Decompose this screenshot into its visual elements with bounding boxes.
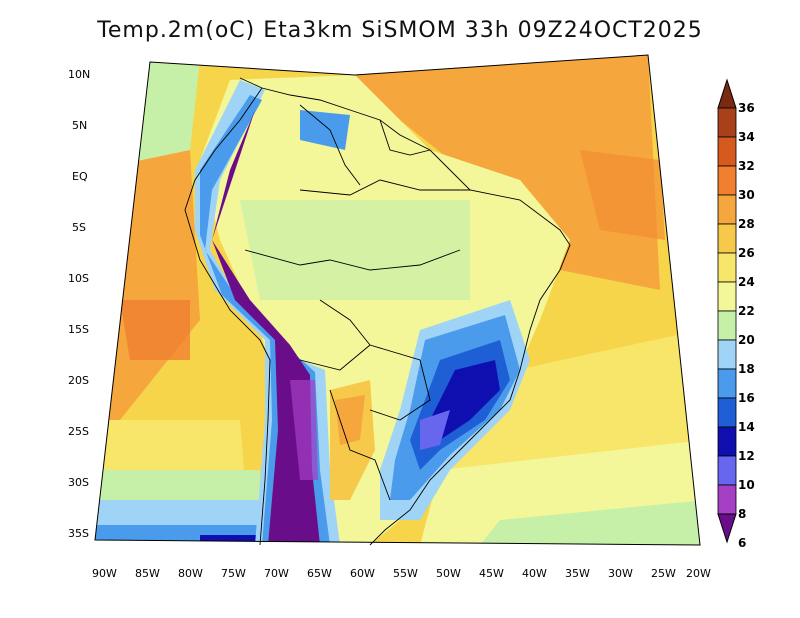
lon-label: 30W <box>608 567 633 580</box>
colorbar-segment <box>717 165 737 196</box>
lon-label: 20W <box>686 567 711 580</box>
lat-label: 20S <box>68 374 89 387</box>
domain-outline <box>94 54 701 546</box>
lon-label: 25W <box>651 567 676 580</box>
colorbar-top-arrow <box>717 78 737 109</box>
lon-label: 85W <box>135 567 160 580</box>
lon-label: 35W <box>565 567 590 580</box>
lat-label: 5N <box>72 119 87 132</box>
lat-label: 25S <box>68 425 89 438</box>
colorbar-segment <box>717 107 737 138</box>
map-title: Temp.2m(oC) Eta3km SiSMOM 33h 09Z24OCT20… <box>97 18 703 43</box>
colorbar-label: 8 <box>738 507 746 521</box>
temperature-field <box>95 55 700 545</box>
longitude-labels: 90W 85W 80W 75W 70W 65W 60W 55W 50W 45W … <box>92 567 711 580</box>
colorbar: 36 34 32 30 28 26 24 22 20 18 16 14 12 10 8 6 <box>717 78 755 550</box>
colorbar-label: 16 <box>738 391 755 405</box>
lon-label: 40W <box>522 567 547 580</box>
lon-label: 50W <box>436 567 461 580</box>
colorbar-segment <box>717 455 737 486</box>
lat-label: 10S <box>68 272 89 285</box>
latitude-labels: 10N 5N EQ 5S 10S 15S 20S 25S 30S 35S <box>68 68 90 540</box>
colorbar-label: 12 <box>738 449 755 463</box>
lat-label: 10N <box>68 68 90 81</box>
colorbar-segment <box>717 310 737 341</box>
country-borders <box>184 77 571 546</box>
colorbar-label: 22 <box>738 304 755 318</box>
colorbar-segment <box>717 397 737 428</box>
colorbar-label: 28 <box>738 217 755 231</box>
colorbar-label: 6 <box>738 536 746 550</box>
colorbar-label: 26 <box>738 246 755 260</box>
colorbar-segment <box>717 368 737 399</box>
lon-label: 80W <box>178 567 203 580</box>
colorbar-label: 36 <box>738 101 755 115</box>
colorbar-bottom-arrow <box>717 513 737 544</box>
lon-label: 55W <box>393 567 418 580</box>
colorbar-label: 10 <box>738 478 755 492</box>
lat-label: EQ <box>72 170 88 183</box>
colorbar-label: 24 <box>738 275 755 289</box>
colorbar-label: 14 <box>738 420 755 434</box>
colorbar-label: 30 <box>738 188 755 202</box>
lon-label: 90W <box>92 567 117 580</box>
colorbar-segment <box>717 252 737 283</box>
lon-label: 65W <box>307 567 332 580</box>
colorbar-segment <box>717 194 737 225</box>
lat-label: 5S <box>72 221 86 234</box>
colorbar-segment <box>717 426 737 457</box>
colorbar-segment <box>717 136 737 167</box>
lon-label: 75W <box>221 567 246 580</box>
lat-label: 15S <box>68 323 89 336</box>
colorbar-label: 34 <box>738 130 755 144</box>
colorbar-label: 18 <box>738 362 755 376</box>
lon-label: 70W <box>264 567 289 580</box>
colorbar-segment <box>717 484 737 515</box>
colorbar-segment <box>717 223 737 254</box>
lat-label: 35S <box>68 527 89 540</box>
lat-label: 30S <box>68 476 89 489</box>
colorbar-label: 32 <box>738 159 755 173</box>
lon-label: 45W <box>479 567 504 580</box>
colorbar-segment <box>717 339 737 370</box>
colorbar-label: 20 <box>738 333 755 347</box>
colorbar-segment <box>717 281 737 312</box>
lon-label: 60W <box>350 567 375 580</box>
